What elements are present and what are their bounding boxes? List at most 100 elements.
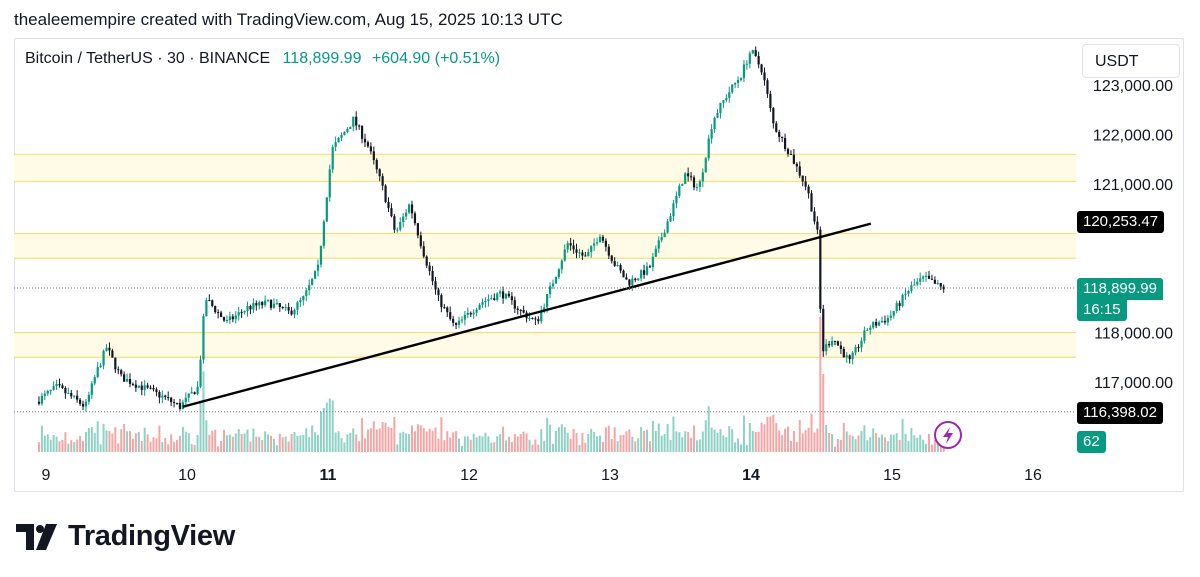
volume-bar-91 [305, 428, 308, 452]
volume-bar-88 [296, 435, 299, 452]
volume-bar-201 [628, 429, 631, 452]
volume-bar-199 [622, 434, 625, 452]
volume-bar-282 [866, 440, 869, 452]
volume-bar-257 [792, 430, 795, 452]
volume-bar-1 [40, 425, 43, 452]
volume-bar-145 [463, 436, 466, 452]
candle-261 [804, 175, 807, 191]
volume-bar-258 [795, 441, 798, 452]
candle-34 [137, 385, 140, 389]
trendline[interactable] [182, 222, 872, 408]
candle-39 [152, 384, 155, 392]
volume-bar-294 [901, 418, 904, 452]
candle-203 [634, 277, 637, 283]
volume-bar-288 [883, 437, 886, 452]
x-tick-label: 14 [742, 467, 760, 484]
volume-bar-261 [804, 430, 807, 452]
candle-103 [340, 132, 343, 142]
volume-bar-296 [907, 441, 910, 452]
volume-bar-289 [886, 441, 889, 452]
candle-264 [813, 207, 816, 225]
volume-bar-277 [851, 435, 854, 452]
volume-bar-143 [458, 438, 461, 452]
candle-89 [299, 297, 302, 307]
candle-229 [710, 124, 713, 144]
candle-262 [807, 184, 810, 199]
candle-139 [446, 306, 449, 317]
candle-80 [272, 298, 276, 309]
volume-bar-269 [828, 432, 831, 452]
volume-bar-205 [640, 426, 643, 452]
candle-132 [425, 255, 428, 269]
candle-208 [648, 264, 652, 268]
candle-124 [402, 213, 405, 228]
symbol-name[interactable]: Bitcoin / TetherUS · 30 · BINANCE [25, 50, 271, 67]
candle-106 [349, 126, 352, 130]
candle-283 [869, 325, 872, 335]
tradingview-logo[interactable]: TradingView [16, 520, 235, 553]
volume-bar-30 [126, 431, 129, 452]
candle-247 [763, 67, 766, 86]
volume-bar-251 [775, 423, 778, 452]
volume-bar-181 [569, 438, 572, 452]
volume-bar-169 [534, 439, 537, 452]
candle-278 [854, 344, 857, 356]
candle-33 [134, 380, 137, 392]
candle-244 [754, 46, 757, 57]
candle-238 [736, 76, 740, 89]
volume-bar-263 [810, 413, 813, 452]
volume-bar-300 [919, 434, 922, 452]
volume-bar-99 [328, 398, 331, 452]
candle-24 [108, 342, 111, 356]
volume-bar-216 [672, 416, 675, 452]
candle-252 [778, 129, 781, 143]
candle-192 [601, 234, 605, 244]
volume-bar-223 [693, 425, 696, 452]
volume-bar-272 [836, 438, 839, 452]
x-tick-label: 16 [1024, 467, 1042, 484]
candle-141 [452, 315, 455, 327]
candle-213 [663, 229, 666, 238]
candle-274 [842, 346, 845, 358]
volume-bar-115 [375, 429, 378, 452]
volume-bar-45 [170, 434, 173, 452]
volume-bar-101 [334, 432, 337, 452]
candle-212 [660, 232, 663, 243]
candle-298 [913, 278, 916, 286]
candle-140 [449, 306, 452, 321]
volume-bar-16 [84, 431, 87, 452]
candle-30 [125, 373, 129, 382]
volume-bar-224 [695, 440, 698, 452]
candle-179 [563, 244, 566, 262]
x-tick-label: 10 [178, 467, 196, 484]
volume-bar-147 [469, 439, 472, 452]
candle-82 [278, 303, 281, 312]
candle-289 [886, 315, 889, 326]
candle-114 [372, 146, 375, 165]
candle-207 [645, 262, 649, 276]
volume-bar-86 [290, 433, 293, 452]
candle-279 [857, 344, 860, 352]
candle-148 [472, 309, 475, 319]
candle-68 [237, 306, 240, 321]
candle-273 [839, 341, 842, 354]
volume-bar-124 [402, 431, 405, 452]
volume-bar-26 [114, 427, 117, 452]
candle-16 [84, 399, 88, 412]
candle-94 [313, 270, 317, 280]
zone-2 [14, 332, 1076, 358]
lightning-icon[interactable] [934, 421, 962, 449]
candle-85 [287, 302, 290, 315]
candle-84 [284, 303, 287, 311]
volume-bar-243 [751, 430, 754, 452]
candle-206 [642, 264, 646, 279]
volume-bar-92 [308, 437, 311, 452]
volume-bar-292 [895, 433, 898, 452]
volume-bar-9 [64, 432, 67, 452]
candle-23 [105, 344, 108, 352]
price-unit-label[interactable]: USDT [1082, 44, 1180, 78]
volume-bar-59 [211, 430, 214, 452]
volume-bar-211 [657, 423, 660, 452]
volume-bar-159 [505, 440, 508, 452]
